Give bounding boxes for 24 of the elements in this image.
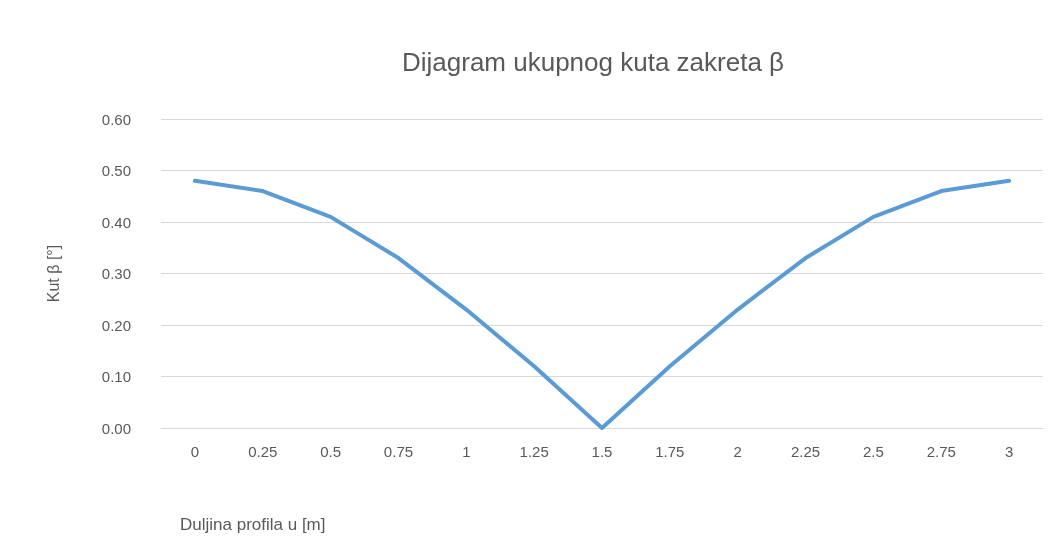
- y-tick-label: 0.00: [101, 419, 131, 437]
- x-tick-label: 0: [190, 443, 200, 460]
- x-tick-label: 1.5: [591, 443, 613, 460]
- y-tick-label: 0.40: [101, 213, 131, 231]
- y-tick-label: 0.50: [101, 162, 131, 179]
- x-tick-label: 1: [462, 443, 471, 460]
- x-tick-label: 3: [1004, 443, 1014, 460]
- y-tick-label: 0.10: [101, 368, 131, 385]
- x-tick-label: 2.75: [926, 443, 956, 460]
- y-tick-label: 0.60: [101, 110, 131, 128]
- y-tick-label: 0.20: [101, 316, 131, 334]
- chart-title: Dijagram ukupnog kuta zakreta β: [401, 47, 785, 77]
- x-tick-label: 1.25: [519, 443, 549, 460]
- y-tick-label: 0.30: [101, 265, 131, 282]
- x-tick-label: 2.5: [862, 443, 884, 460]
- x-tick-label: 0.75: [383, 443, 414, 460]
- x-tick-label: 1.75: [655, 443, 685, 460]
- x-axis-title: Duljina profila u [m]: [180, 515, 326, 534]
- y-axis-title: Kut β [°]: [44, 244, 62, 303]
- x-tick-label: 0.5: [320, 443, 342, 460]
- line-series: [192, 178, 1012, 430]
- x-tick-label: 2.25: [790, 443, 821, 460]
- x-tick-label: 2: [733, 443, 742, 460]
- x-tick-label: 0.25: [248, 443, 278, 460]
